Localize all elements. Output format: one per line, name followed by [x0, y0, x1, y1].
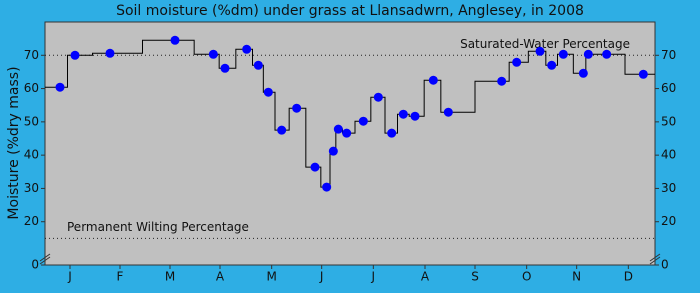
data-point: [547, 60, 557, 70]
y-tick-label: 60: [24, 81, 39, 95]
data-point: [277, 125, 287, 135]
data-point: [70, 50, 80, 60]
data-point: [328, 146, 338, 156]
data-point: [428, 75, 438, 85]
data-point: [410, 111, 420, 121]
data-point: [208, 49, 218, 59]
axis-break: [649, 253, 661, 265]
data-point: [333, 124, 343, 134]
data-point: [578, 68, 588, 78]
x-tick-label: F: [117, 270, 124, 284]
data-point: [583, 49, 593, 59]
y-tick-label: 30: [24, 181, 39, 195]
axis-break: [39, 253, 51, 265]
data-point: [443, 107, 453, 117]
x-tick-label: J: [319, 270, 324, 284]
reference-label: Saturated-Water Percentage: [460, 37, 630, 51]
data-point: [322, 182, 332, 192]
data-point: [55, 82, 65, 92]
y-axis-label: Moisture (%dry mass): [6, 66, 22, 219]
y-tick-label: 0: [31, 258, 39, 272]
x-tick-label: N: [572, 270, 581, 284]
data-point: [263, 87, 273, 97]
x-tick-label: O: [522, 270, 531, 284]
y-tick-label: 30: [661, 181, 676, 195]
data-point: [638, 69, 648, 79]
data-point: [387, 128, 397, 138]
data-point: [512, 57, 522, 67]
y-tick-label: 40: [24, 148, 39, 162]
data-point: [342, 128, 352, 138]
y-tick-label: 40: [661, 148, 676, 162]
data-point: [310, 162, 320, 172]
y-tick-label: 0: [661, 258, 669, 272]
chart-title: Soil moisture (%dm) under grass at Llans…: [116, 3, 584, 19]
x-tick-label: D: [624, 270, 633, 284]
data-point: [398, 109, 408, 119]
data-point: [105, 48, 115, 58]
data-point: [373, 92, 383, 102]
data-point: [253, 60, 263, 70]
x-tick-label: A: [421, 270, 430, 284]
y-tick-label: 50: [24, 114, 39, 128]
data-point: [242, 44, 252, 54]
data-point: [220, 63, 230, 73]
data-point: [558, 49, 568, 59]
data-point: [292, 103, 302, 113]
x-tick-label: J: [371, 270, 376, 284]
data-point: [170, 35, 180, 45]
y-tick-label: 20: [24, 214, 39, 228]
x-tick-label: M: [165, 270, 175, 284]
y-tick-label: 70: [661, 48, 676, 62]
data-point: [497, 76, 507, 86]
y-tick-label: 60: [661, 81, 676, 95]
x-tick-label: A: [216, 270, 225, 284]
reference-label: Permanent Wilting Percentage: [67, 220, 249, 234]
y-tick-label: 20: [661, 214, 676, 228]
y-tick-label: 50: [661, 114, 676, 128]
data-point: [535, 46, 545, 56]
data-point: [602, 49, 612, 59]
x-tick-label: S: [471, 270, 479, 284]
y-tick-label: 70: [24, 48, 39, 62]
data-point: [358, 116, 368, 126]
x-tick-label: M: [266, 270, 276, 284]
x-tick-label: J: [67, 270, 72, 284]
